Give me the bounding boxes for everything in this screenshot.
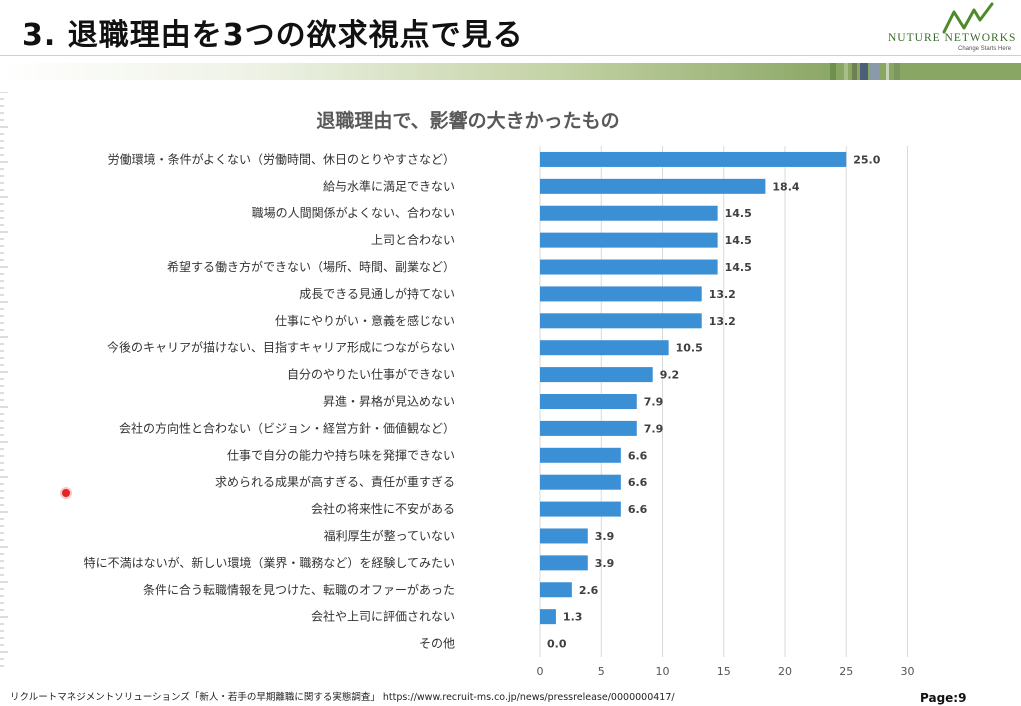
value-label: 25.0 xyxy=(853,153,880,166)
logo-tagline: Change Starts Here xyxy=(958,46,1012,52)
value-label: 6.6 xyxy=(628,449,648,462)
value-label: 13.2 xyxy=(709,288,736,301)
bar xyxy=(540,582,572,598)
bar xyxy=(540,501,621,517)
category-label: 仕事にやりがい・意義を感じない xyxy=(275,313,455,328)
logo-wordmark: NUTURE NETWORKS xyxy=(888,32,1017,44)
category-label: 条件に合う転職情報を見つけた、転職のオファーがあった xyxy=(143,582,455,597)
x-tick-label: 10 xyxy=(656,665,670,678)
value-label: 6.6 xyxy=(628,503,648,516)
value-label: 7.9 xyxy=(644,396,664,409)
x-tick-label: 5 xyxy=(598,665,605,678)
source-citation: リクルートマネジメントソリューションズ「新人・若手の早期離職に関する実態調査」 … xyxy=(10,692,675,703)
bar xyxy=(540,340,669,356)
category-label: 職場の人間関係がよくない、合わない xyxy=(252,205,455,220)
title-divider xyxy=(0,55,1021,56)
bar xyxy=(540,447,621,463)
category-label: 今後のキャリアが描けない、目指すキャリア形成につながらない xyxy=(107,340,455,355)
value-label: 14.5 xyxy=(725,207,752,220)
value-label: 18.4 xyxy=(772,180,799,193)
bar xyxy=(540,313,702,329)
value-label: 3.9 xyxy=(595,530,615,543)
category-label: 給与水準に満足できない xyxy=(323,178,455,193)
value-label: 3.9 xyxy=(595,557,615,570)
logo-mark-icon xyxy=(942,2,994,34)
value-label: 0.0 xyxy=(547,638,567,651)
category-label: その他 xyxy=(419,637,455,651)
x-tick-label: 0 xyxy=(537,665,544,678)
category-label: 希望する働き方ができない（場所、時間、副業など） xyxy=(167,259,455,274)
x-tick-label: 30 xyxy=(901,665,915,678)
bar xyxy=(540,420,637,436)
company-logo: NUTURE NETWORKS Change Starts Here xyxy=(888,2,1018,60)
value-label: 6.6 xyxy=(628,476,648,489)
header-band-deco xyxy=(830,63,1021,80)
category-label: 昇進・昇格が見込めない xyxy=(323,394,455,409)
bar xyxy=(540,528,588,544)
value-label: 7.9 xyxy=(644,422,664,435)
category-label: 仕事で自分の能力や持ち味を発揮できない xyxy=(227,447,455,462)
header-band xyxy=(0,63,1021,80)
x-tick-label: 25 xyxy=(839,665,853,678)
value-label: 1.3 xyxy=(563,611,583,624)
value-label: 9.2 xyxy=(660,369,680,382)
left-ruler xyxy=(0,92,8,667)
value-label: 14.5 xyxy=(725,261,752,274)
x-tick-label: 20 xyxy=(778,665,792,678)
page-number: Page:9 xyxy=(920,691,967,705)
category-label: 会社や上司に評価されない xyxy=(311,609,455,624)
bar xyxy=(540,474,621,490)
category-label: 会社の方向性と合わない（ビジョン・経営方針・価値観など） xyxy=(119,420,455,435)
category-label: 特に不満はないが、新しい環境（業界・職務など）を経験してみたい xyxy=(84,555,455,570)
bar xyxy=(540,286,702,302)
bar xyxy=(540,609,556,625)
bar xyxy=(540,151,847,167)
bar xyxy=(540,394,637,409)
bar xyxy=(540,232,718,248)
value-label: 2.6 xyxy=(579,584,599,597)
category-label: 自分のやりたい仕事ができない xyxy=(287,367,455,382)
value-label: 14.5 xyxy=(725,234,752,247)
category-label: 求められる成果が高すぎる、責任が重すぎる xyxy=(215,474,455,489)
slide-title: 3. 退職理由を3つの欲求視点で見る xyxy=(22,18,524,53)
category-label: 上司と合わない xyxy=(371,232,455,247)
value-label: 10.5 xyxy=(676,342,703,355)
pointer-dot xyxy=(62,489,70,497)
category-label: 会社の将来性に不安がある xyxy=(311,501,455,516)
bar xyxy=(540,555,588,571)
category-label: 成長できる見通しが持てない xyxy=(299,286,455,301)
value-label: 13.2 xyxy=(709,315,736,328)
bar xyxy=(540,367,653,383)
bar xyxy=(540,178,766,194)
bar xyxy=(540,259,718,275)
chart-title: 退職理由で、影響の大きかったもの xyxy=(316,110,620,132)
bar xyxy=(540,205,718,221)
category-label: 労働環境・条件がよくない（労働時間、休日のとりやすさなど） xyxy=(108,151,455,166)
category-label: 福利厚生が整っていない xyxy=(324,528,455,543)
x-tick-label: 15 xyxy=(717,665,731,678)
